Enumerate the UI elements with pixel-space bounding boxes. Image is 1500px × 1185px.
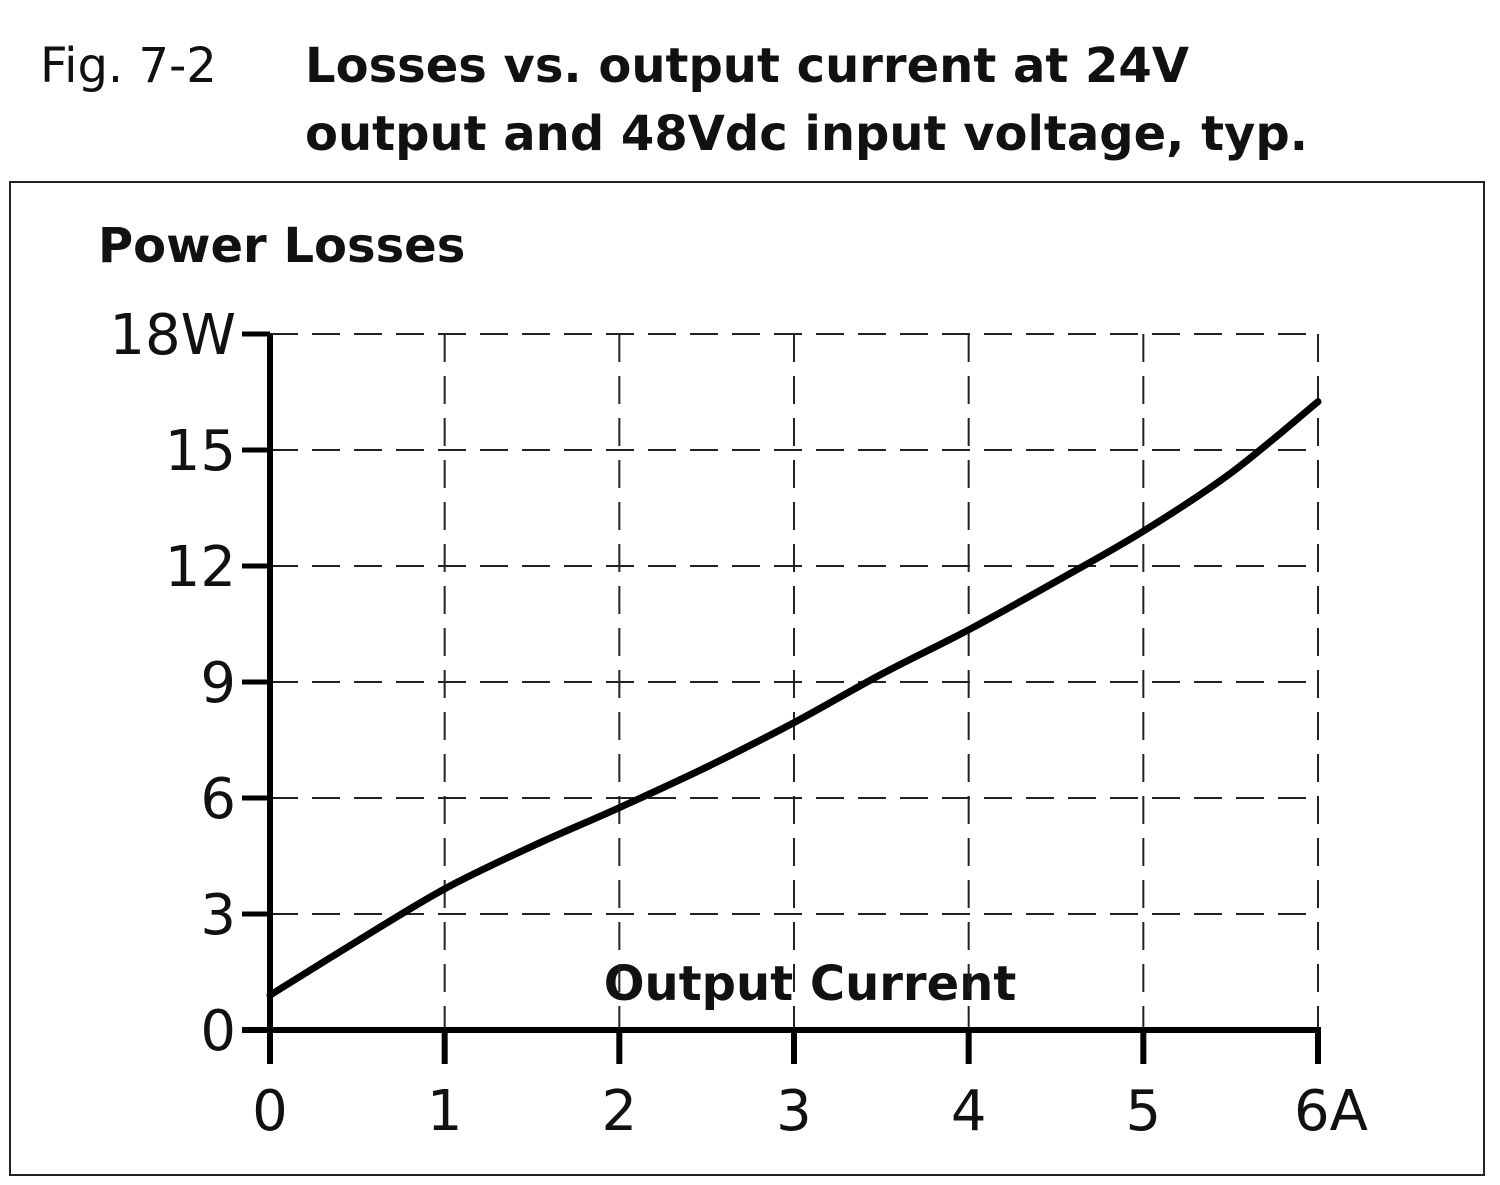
- x-tick-label: 0: [252, 1079, 288, 1144]
- chart-title: Losses vs. output current at 24V: [305, 38, 1189, 94]
- y-tick-label: 9: [200, 651, 236, 716]
- chart-frame: [9, 181, 1485, 1176]
- x-axis-label: Output Current: [604, 956, 1017, 1012]
- x-tick-label: 6A: [1294, 1079, 1368, 1144]
- x-tick-label: 4: [951, 1079, 987, 1144]
- x-tick-label: 3: [776, 1079, 812, 1144]
- chart-title: output and 48Vdc input voltage, typ.: [305, 106, 1308, 162]
- y-tick-label: 3: [200, 883, 236, 948]
- y-tick-label: 15: [165, 419, 236, 484]
- y-axis-label: Power Losses: [98, 218, 465, 274]
- y-tick-label: 6: [200, 767, 236, 832]
- data-line: [266, 398, 1322, 999]
- x-tick-label: 2: [602, 1079, 638, 1144]
- x-tick-label: 1: [427, 1079, 463, 1144]
- y-tick-label: 12: [165, 535, 236, 600]
- x-tick-label: 5: [1126, 1079, 1162, 1144]
- figure-label: Fig. 7-2: [40, 38, 217, 94]
- y-tick-label: 0: [200, 999, 236, 1064]
- y-tick-label: 18W: [109, 303, 236, 368]
